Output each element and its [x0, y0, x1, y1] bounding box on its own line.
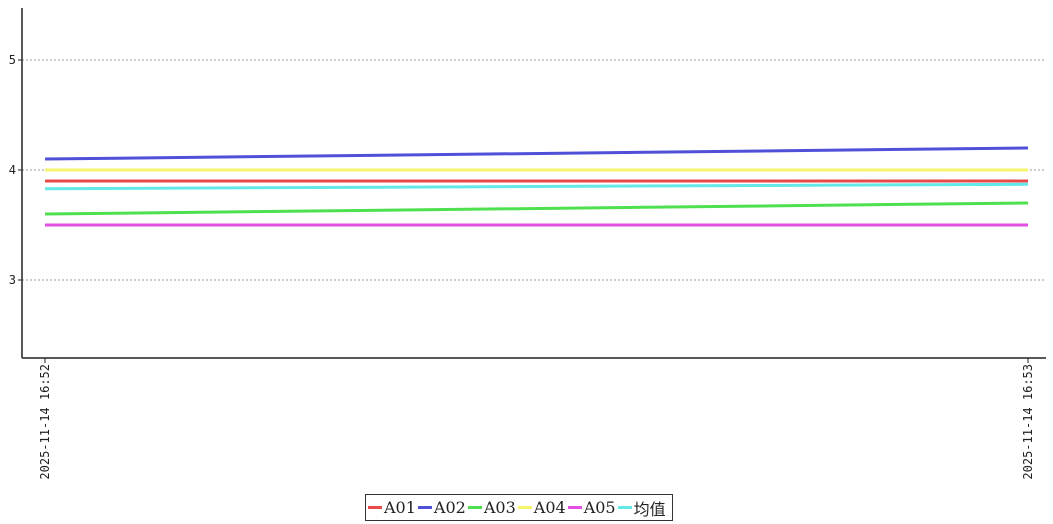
x-axis-ticks: 2025-11-14 16:52 2025-11-14 16:53 [38, 358, 1035, 480]
legend-label: A03 [483, 498, 516, 517]
legend-label: A02 [433, 498, 466, 517]
legend-label: 均值 [633, 499, 666, 519]
series-line-A02 [44, 146, 1029, 161]
series-lines [44, 146, 1029, 227]
legend-label: A01 [384, 498, 416, 517]
legend-swatch [368, 506, 382, 509]
legend-item[interactable]: A02 [417, 498, 466, 517]
legend-label: A05 [583, 498, 616, 517]
y-tick-label: 4 [9, 163, 16, 177]
legend-item[interactable]: A01 [368, 498, 416, 517]
x-tick-label: 2025-11-14 16:53 [1021, 364, 1035, 480]
legend-label: A04 [533, 498, 566, 517]
legend-item[interactable]: A03 [467, 498, 516, 517]
x-tick-label: 2025-11-14 16:52 [38, 364, 52, 480]
series-line-A03 [44, 201, 1029, 216]
legend-swatch [417, 506, 432, 509]
legend-item[interactable]: 均值 [617, 496, 666, 520]
legend-swatch [567, 506, 582, 509]
y-tick-label: 3 [9, 273, 16, 287]
series-line-均值 [44, 182, 1029, 191]
legend-item[interactable]: A05 [567, 498, 616, 517]
y-tick-label: 5 [9, 53, 16, 67]
chart-legend: A01 A02 A03 A04 A05 均值 [365, 494, 673, 521]
legend-swatch [617, 506, 632, 509]
legend-item[interactable]: A04 [517, 498, 566, 517]
legend-swatch [517, 506, 532, 509]
y-axis-ticks: 3 4 5 [9, 53, 22, 287]
legend-swatch [467, 506, 482, 509]
